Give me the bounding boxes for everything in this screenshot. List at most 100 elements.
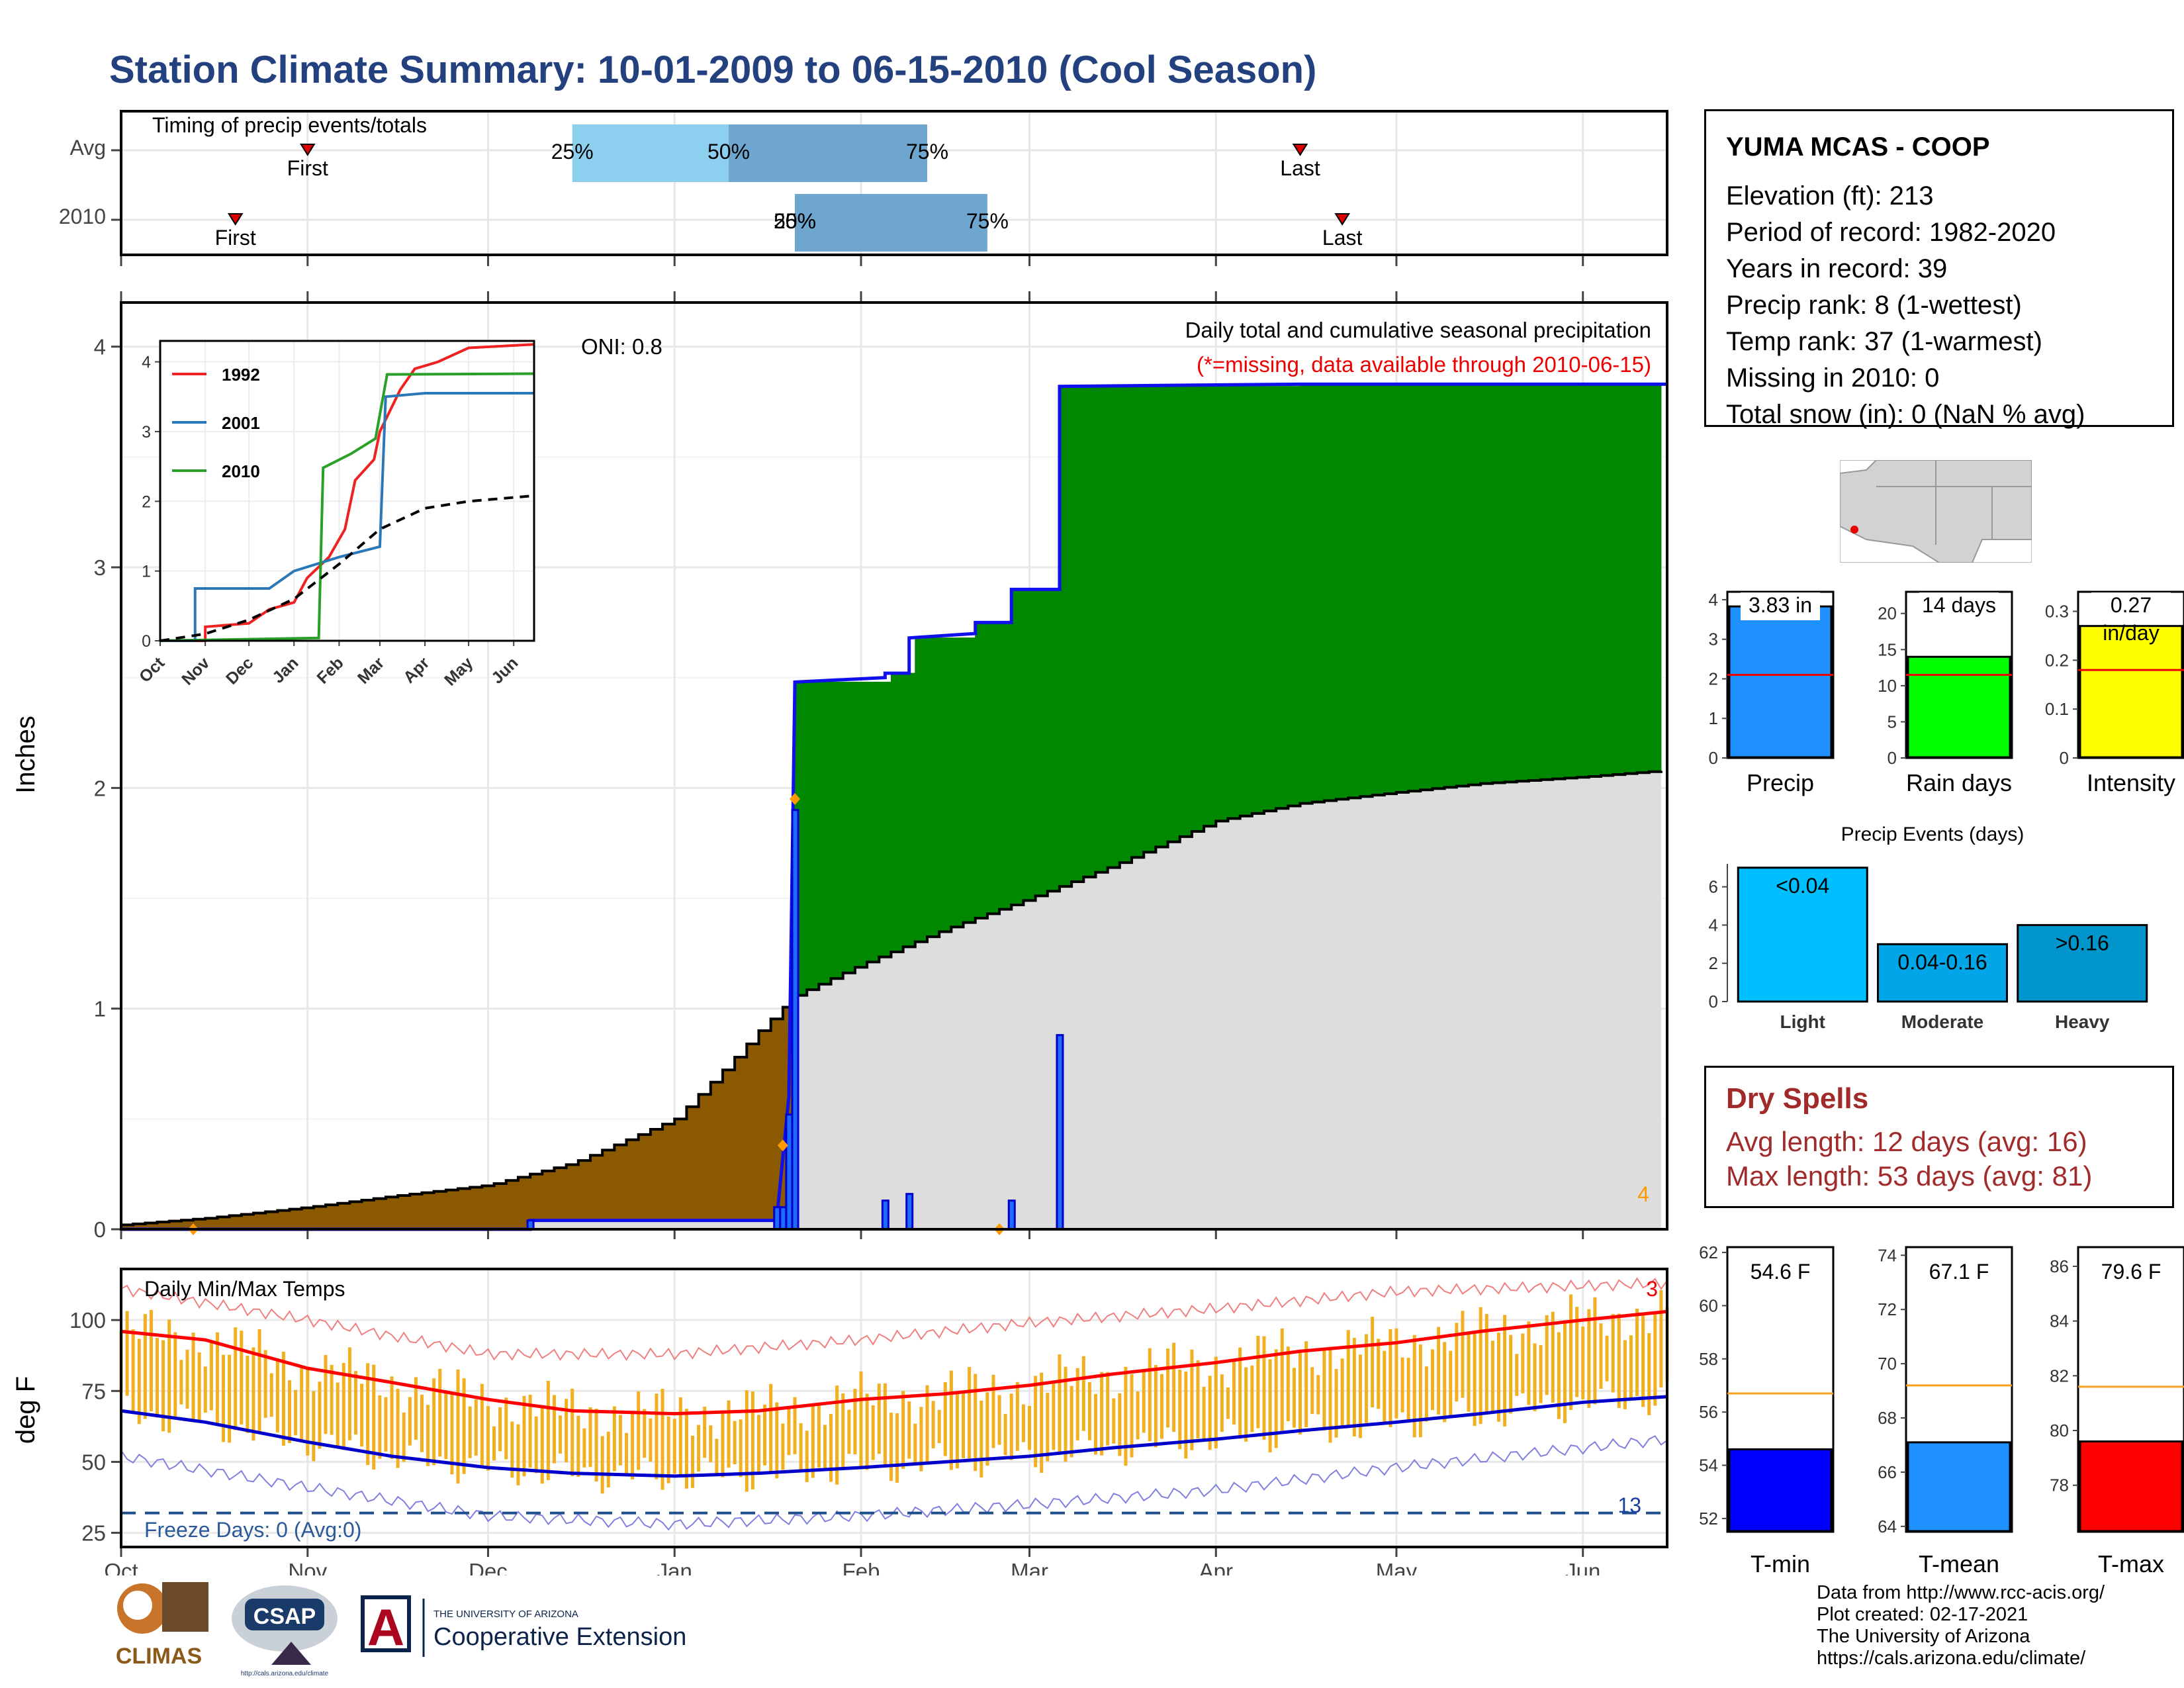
daily-temp-bar xyxy=(1081,1356,1085,1431)
daily-temp-bar xyxy=(468,1406,472,1458)
daily-temp-bar xyxy=(522,1395,526,1477)
daily-temp-bar xyxy=(396,1389,400,1468)
daily-temp-bar xyxy=(228,1354,232,1443)
daily-temp-bar xyxy=(1484,1313,1488,1413)
temp-x-tick-label: Jun xyxy=(1565,1559,1600,1575)
timing-first-label: First xyxy=(287,156,328,180)
credit-plot-date: Plot created: 02-17-2021 xyxy=(1817,1604,2028,1625)
daily-temp-bar xyxy=(1040,1372,1044,1473)
daily-temp-bar xyxy=(1196,1360,1200,1438)
inset-y-label: 4 xyxy=(142,353,151,372)
daily-temp-bar xyxy=(1461,1311,1465,1398)
daily-temp-bar xyxy=(835,1385,839,1485)
precip-corner-label: 4 xyxy=(1637,1182,1649,1206)
daily-temp-bar xyxy=(1479,1307,1482,1425)
daily-temp-bar xyxy=(263,1350,267,1418)
daily-temp-bar xyxy=(246,1356,250,1433)
ua-line2: Cooperative Extension xyxy=(433,1623,686,1651)
temp-x-tick-label: Nov xyxy=(288,1559,327,1575)
panel-value-label: 3.83 in xyxy=(1749,593,1812,617)
inset-x-label: Oct xyxy=(136,653,169,686)
timing-title: Timing of precip events/totals xyxy=(152,113,427,137)
daily-temp-bar xyxy=(775,1402,779,1479)
panel-y-label: 86 xyxy=(2050,1256,2069,1276)
daily-temp-bar xyxy=(156,1338,159,1418)
daily-temp-bar xyxy=(546,1380,550,1480)
events-y-label: 0 xyxy=(1709,992,1718,1011)
daily-temp-bar xyxy=(1003,1414,1007,1456)
y2010-p25-p75-bar xyxy=(795,194,987,252)
panel-bar-Precip xyxy=(1728,605,1833,759)
daily-temp-bar xyxy=(1467,1333,1471,1412)
season-totals-chart: 0 1 2 3 4 3.83 in Precip 0 5 10 15 20 14 days Rain da… xyxy=(1709,590,2184,796)
daily-temp-bar xyxy=(949,1370,953,1470)
credit-university: The University of Arizona xyxy=(1817,1626,2030,1647)
station-period: Period of record: 1982-2020 xyxy=(1726,218,2056,247)
temp-y-tick-label: 50 xyxy=(81,1450,106,1474)
daily-temp-bar xyxy=(962,1392,966,1458)
inset-line-avg xyxy=(159,494,535,642)
temp-frame xyxy=(120,1268,1668,1548)
daily-temp-bar xyxy=(968,1366,972,1459)
daily-temp-bar xyxy=(853,1389,857,1455)
panel-value-label2: in/day xyxy=(2103,621,2159,645)
daily-temp-bar xyxy=(1388,1329,1392,1427)
daily-temp-bar xyxy=(504,1397,508,1460)
daily-temp-bar xyxy=(131,1329,135,1413)
daily-temp-bar xyxy=(318,1382,322,1449)
inset-y-label: 0 xyxy=(142,632,151,651)
inset-legend-label: 2010 xyxy=(222,461,260,481)
panel-name-label: Precip xyxy=(1747,769,1814,796)
daily-temp-bar xyxy=(733,1421,737,1465)
station-years: Years in record: 39 xyxy=(1726,254,1948,283)
daily-temp-bar xyxy=(570,1388,574,1476)
temp-x-tick-label: Dec xyxy=(469,1559,508,1575)
daily-temp-bar xyxy=(1316,1375,1320,1415)
csap-logo: CSAP http://cals.arizona.edu/climate xyxy=(232,1585,338,1677)
daily-temp-bar xyxy=(420,1394,424,1452)
daily-temp-bar xyxy=(1641,1315,1645,1407)
daily-temp-bar xyxy=(703,1406,707,1458)
daily-temp-bar xyxy=(1455,1323,1459,1402)
daily-temp-bar xyxy=(498,1407,502,1452)
daily-temp-bar xyxy=(1142,1370,1146,1433)
daily-temp-bar xyxy=(161,1340,165,1432)
daily-temp-bar xyxy=(1412,1335,1416,1438)
panel-y-label: 5 xyxy=(1888,712,1897,731)
daily-temp-bar xyxy=(516,1424,520,1485)
precip-y-tick-label: 2 xyxy=(94,776,106,800)
station-missing: Missing in 2010: 0 xyxy=(1726,363,1940,393)
daily-temp-bar xyxy=(1087,1382,1091,1440)
timing-row-2010: 2010 xyxy=(59,205,106,228)
daily-temp-bar xyxy=(1358,1354,1362,1438)
daily-temp-bar xyxy=(751,1391,754,1490)
oni-label: ONI: 0.8 xyxy=(581,334,662,359)
daily-precip-bar xyxy=(905,1193,914,1231)
daily-temp-bar xyxy=(1581,1326,1585,1399)
daily-temp-bar xyxy=(1046,1393,1050,1462)
panel-value-box xyxy=(1741,1259,1820,1287)
timing-last-marker xyxy=(1292,144,1308,156)
daily-temp-bar xyxy=(715,1438,719,1476)
panel-value-box xyxy=(2091,1259,2171,1287)
dry-spells-box: Dry Spells Avg length: 12 days (avg: 16)… xyxy=(1704,1066,2174,1208)
inset-y-label: 2 xyxy=(142,492,151,511)
events-bar-Moderate xyxy=(1877,943,2008,1003)
daily-temp-bar xyxy=(985,1392,989,1466)
dry-avg-length: Avg length: 12 days (avg: 16) xyxy=(1726,1126,2087,1157)
daily-temp-bar xyxy=(1587,1309,1591,1408)
daily-temp-bar xyxy=(552,1395,556,1464)
daily-temp-bar xyxy=(829,1414,833,1482)
daily-temp-bar xyxy=(1599,1323,1603,1389)
daily-temp-bar xyxy=(1334,1369,1338,1438)
daily-temp-bar xyxy=(1166,1348,1170,1428)
daily-temp-bar xyxy=(1064,1366,1068,1462)
daily-temp-bar xyxy=(534,1416,538,1474)
panel-bar-T-mean xyxy=(1907,1441,2011,1532)
inset-y-label: 3 xyxy=(142,423,151,442)
panel-y-label: 3 xyxy=(1709,630,1718,649)
daily-temp-bar xyxy=(1238,1347,1242,1439)
daily-temp-bar xyxy=(1021,1404,1025,1442)
daily-temp-bar xyxy=(1437,1327,1441,1415)
daily-temp-bar xyxy=(871,1405,875,1460)
